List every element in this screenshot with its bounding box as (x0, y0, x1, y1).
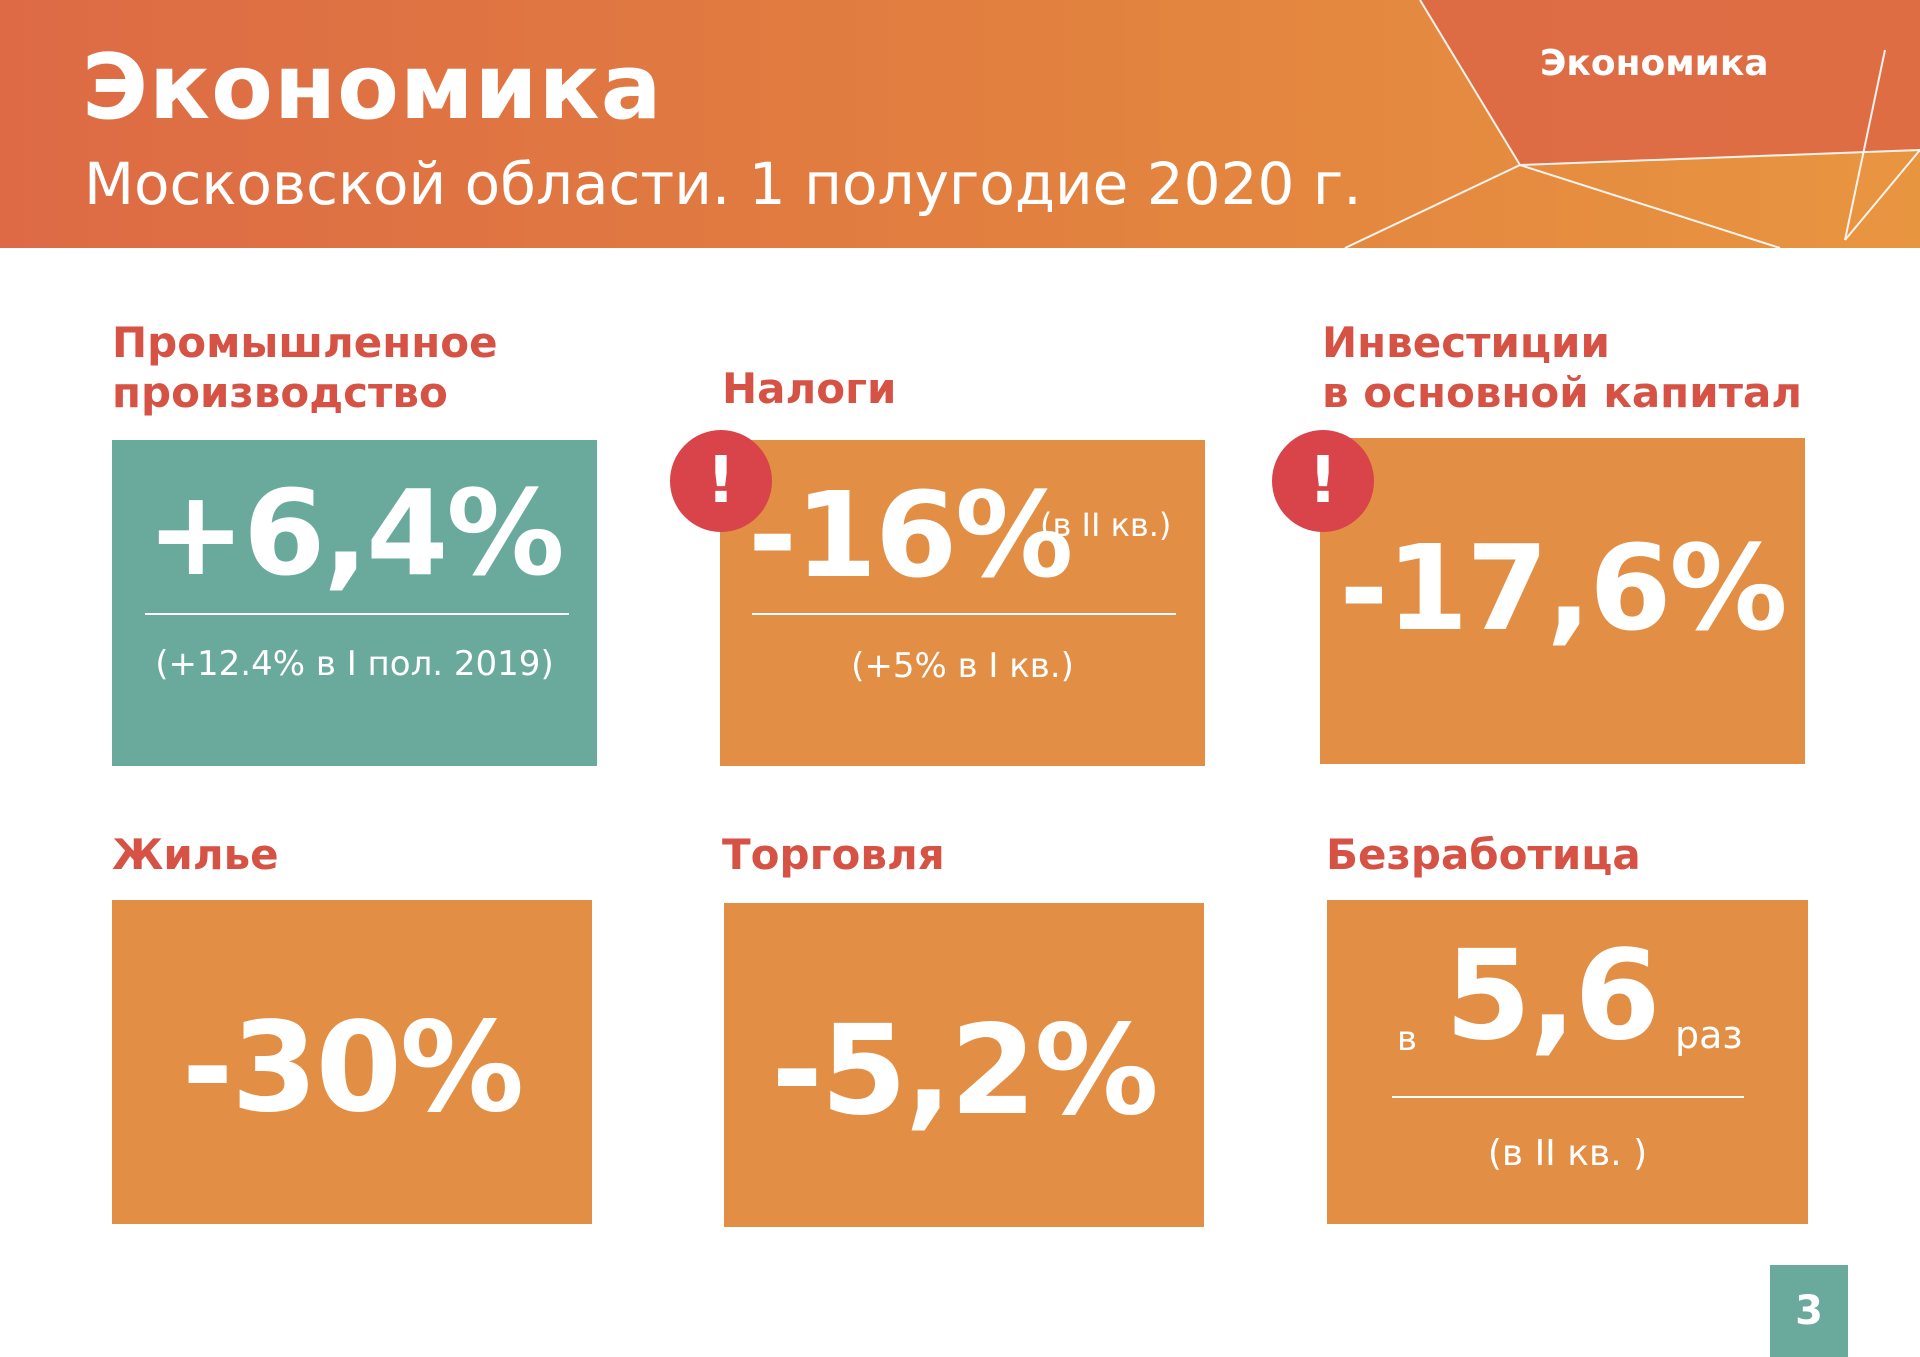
taxes-alert-icon: ! (670, 430, 772, 532)
taxes-value-note: (в II кв.) (1040, 506, 1172, 544)
taxes-card: -16% (в II кв.) (+5% в I кв.) (720, 440, 1205, 766)
taxes-value: -16% (748, 466, 1073, 604)
investment-value: -17,6% (1339, 519, 1787, 657)
investment-label-line2: в основной капитал (1322, 368, 1803, 417)
investment-alert-icon: ! (1272, 430, 1374, 532)
header-banner: Экономика Московской области. 1 полугоди… (0, 0, 1920, 248)
unemployment-suffix: раз (1675, 1013, 1743, 1057)
housing-value: -30% (181, 996, 524, 1140)
housing-card: -30% (112, 900, 592, 1224)
industry-value: +6,4% (146, 464, 564, 602)
industry-card: +6,4% (+12.4% в I пол. 2019) (112, 440, 597, 766)
page-number: 3 (1770, 1265, 1848, 1357)
housing-label: Жилье (112, 830, 279, 879)
investment-label: Инвестиции в основной капитал (1322, 318, 1802, 418)
investment-label-line1: Инвестиции (1322, 318, 1610, 367)
section-tag: Экономика (1540, 43, 1769, 84)
decorative-lines (1344, 0, 1920, 248)
unemployment-card: в 5,6 раз (в II кв. ) (1327, 900, 1808, 1224)
unemployment-value: 5,6 (1445, 924, 1661, 1068)
industry-note: (+12.4% в I пол. 2019) (155, 644, 554, 684)
industry-label: Промышленное производство (112, 318, 498, 418)
unemployment-note: (в II кв. ) (1487, 1133, 1648, 1174)
investment-card: -17,6% (1320, 438, 1805, 764)
trade-label: Торговля (722, 830, 945, 879)
trade-value: -5,2% (771, 999, 1158, 1143)
unemployment-prefix: в (1397, 1019, 1418, 1059)
taxes-note: (+5% в I кв.) (851, 646, 1074, 686)
page-subtitle: Московской области. 1 полугодие 2020 г. (84, 150, 1362, 218)
taxes-label: Налоги (722, 364, 897, 413)
page-title: Экономика (82, 35, 663, 140)
industry-divider (145, 613, 569, 615)
trade-card: -5,2% (724, 903, 1204, 1227)
unemployment-label: Безработица (1326, 830, 1641, 879)
unemployment-divider (1392, 1096, 1744, 1098)
taxes-divider (752, 613, 1176, 615)
industry-label-line1: Промышленное (112, 318, 498, 367)
industry-label-line2: производство (112, 368, 448, 417)
